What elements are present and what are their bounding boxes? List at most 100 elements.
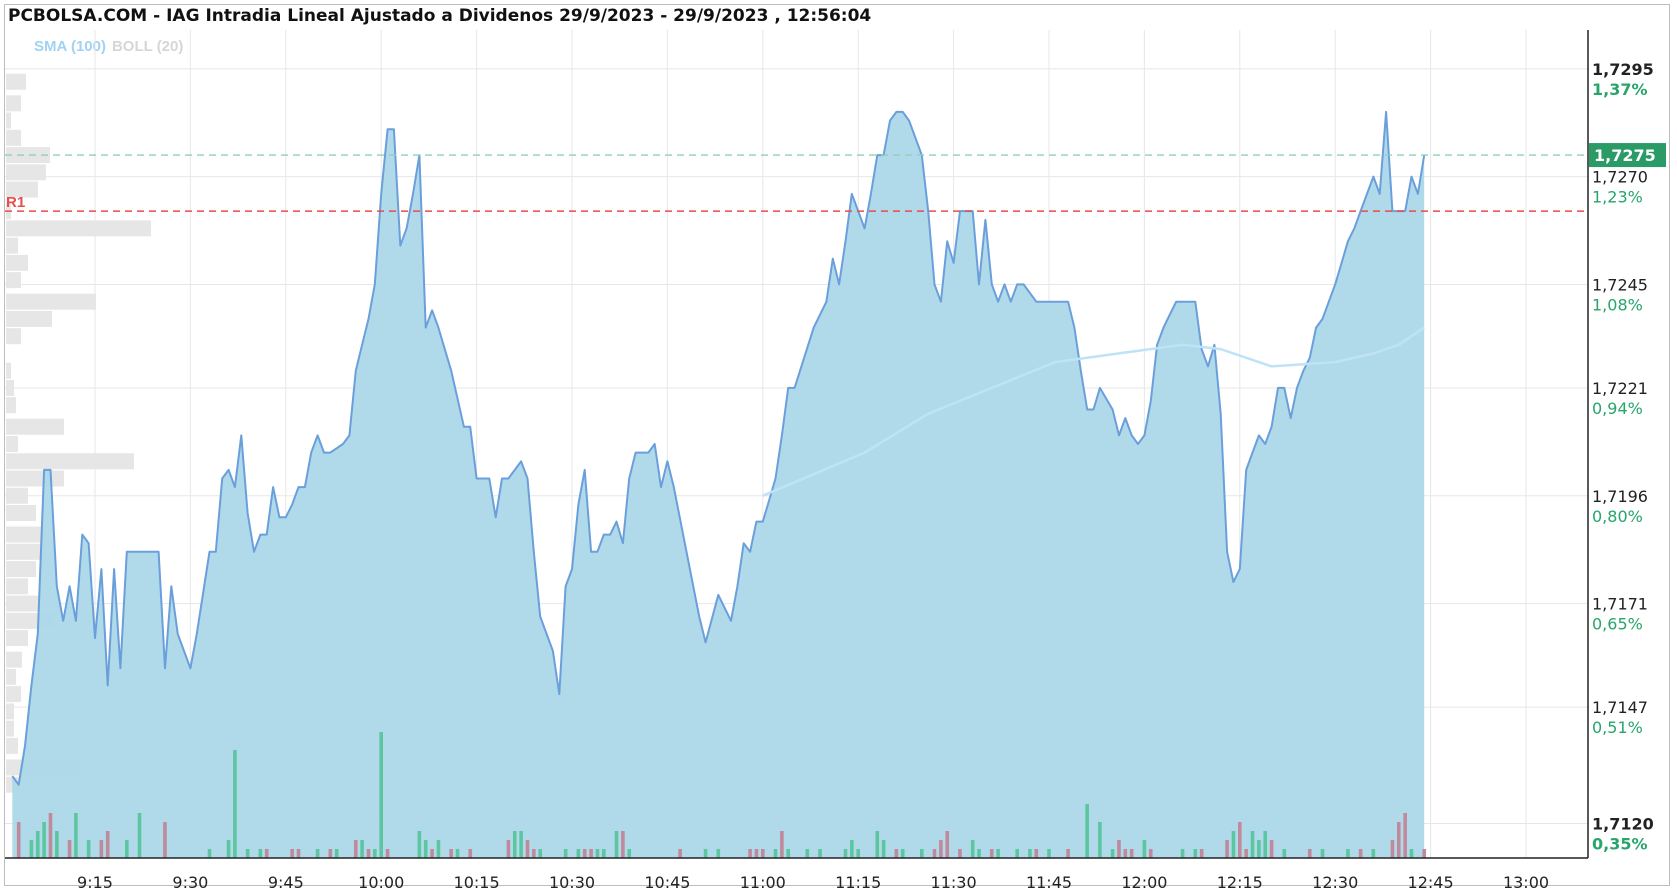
volume-bar	[74, 813, 78, 858]
volume-bar	[1015, 849, 1019, 858]
y-tick-price: 1,7147	[1592, 698, 1648, 717]
volume-profile-bar	[6, 453, 134, 470]
volume-bar	[894, 849, 899, 858]
volume-bar	[1282, 849, 1287, 858]
volume-bar	[576, 849, 581, 858]
volume-bar	[468, 849, 473, 858]
volume-bar	[602, 849, 606, 858]
x-axis-labels: 9:15 9:30 9:45 10:00 10:15 10:30 10:45 11:00 11:…	[77, 873, 1549, 892]
volume-bar	[417, 831, 422, 858]
y-tick-price: 1,7221	[1592, 379, 1648, 398]
y-tick-percent: 0,80%	[1592, 507, 1643, 526]
volume-bar	[1085, 804, 1089, 858]
volume-bar	[512, 831, 517, 858]
volume-profile-bar	[6, 254, 28, 271]
price-area-fill	[12, 111, 1425, 858]
volume-bar	[29, 840, 34, 858]
volume-profile-bar	[6, 272, 21, 289]
volume-bar	[1047, 849, 1051, 858]
volume-bar	[900, 849, 905, 858]
volume-bar	[366, 849, 371, 858]
reference-lines: R1 1,7275	[5, 143, 1666, 212]
volume-bar	[506, 840, 511, 858]
x-tick-label: 11:15	[835, 873, 881, 892]
volume-bar	[754, 849, 759, 858]
volume-bar	[264, 849, 269, 858]
volume-profile-bar	[6, 220, 151, 237]
volume-profile-bar	[6, 543, 44, 560]
volume-bar	[1117, 840, 1121, 858]
volume-bar	[678, 849, 682, 858]
volume-bar	[786, 849, 791, 858]
y-tick-percent: 0,35%	[1592, 835, 1648, 854]
x-tick-label: 11:00	[740, 873, 786, 892]
volume-bar	[258, 849, 263, 858]
volume-bar	[538, 849, 542, 858]
x-tick-label: 10:15	[454, 873, 500, 892]
volume-bar	[105, 831, 110, 858]
volume-bar	[360, 840, 364, 858]
volume-profile-bar	[6, 470, 64, 487]
volume-profile-bar	[6, 703, 14, 720]
volume-bar	[42, 822, 46, 858]
volume-profile-bar	[6, 293, 96, 310]
volume-bar	[290, 849, 294, 858]
indicator-legend: SMA (100) BOLL (20)	[34, 38, 183, 55]
volume-profile-bar	[6, 686, 21, 703]
volume-bar	[621, 831, 625, 858]
volume-bar	[16, 822, 21, 858]
volume-bar	[1123, 849, 1128, 858]
volume-profile-bar	[6, 310, 52, 327]
volume-bar	[1346, 849, 1350, 858]
volume-bar	[379, 732, 383, 858]
volume-bar	[996, 849, 1000, 858]
volume-bar	[430, 849, 434, 858]
volume-bar	[850, 840, 854, 858]
y-tick-price: 1,7295	[1592, 60, 1654, 79]
volume-bar	[939, 840, 943, 858]
volume-profile-bar	[6, 668, 16, 685]
volume-bar	[55, 831, 59, 858]
x-tick-label: 9:45	[268, 873, 304, 892]
boll-indicator-toggle[interactable]: BOLL (20)	[111, 38, 184, 55]
volume-bar	[582, 849, 587, 858]
volume-bar	[780, 831, 784, 858]
x-tick-label: 11:30	[931, 873, 977, 892]
x-tick-label: 11:45	[1026, 873, 1072, 892]
volume-bar	[932, 849, 937, 858]
volume-bar	[137, 813, 142, 858]
volume-bar	[328, 849, 333, 858]
volume-bar	[920, 849, 924, 858]
volume-profile-bar	[6, 630, 28, 647]
volume-bar	[353, 840, 358, 858]
volume-bar	[48, 813, 53, 858]
volume-bar	[958, 849, 962, 858]
volume-profile-bar	[6, 164, 46, 181]
volume-profile-bar	[6, 737, 18, 754]
volume-bar	[703, 849, 708, 858]
x-tick-label: 12:45	[1408, 873, 1454, 892]
sma-indicator-toggle[interactable]: SMA (100)	[34, 38, 106, 55]
volume-bar	[1129, 849, 1134, 858]
volume-bar	[748, 849, 752, 858]
volume-bar	[207, 849, 212, 858]
volume-bar	[595, 849, 600, 858]
volume-profile-bar	[6, 95, 21, 112]
volume-bar	[761, 849, 765, 858]
sma-line	[762, 326, 1425, 497]
y-tick-percent: 1,08%	[1592, 295, 1643, 314]
volume-bar	[716, 849, 721, 858]
volume-bar	[977, 849, 981, 858]
volume-bar	[875, 831, 880, 858]
volume-bar	[1231, 831, 1236, 858]
volume-bar	[233, 750, 237, 858]
y-tick-price: 1,7120	[1592, 815, 1654, 834]
volume-bar	[334, 849, 339, 858]
volume-profile-bar	[6, 720, 14, 737]
last-price-badge	[1589, 143, 1666, 168]
y-tick-price: 1,7171	[1592, 595, 1648, 614]
volume-profile-bar	[6, 328, 21, 345]
volume-bar	[970, 840, 975, 858]
volume-profile-bar	[6, 73, 26, 90]
